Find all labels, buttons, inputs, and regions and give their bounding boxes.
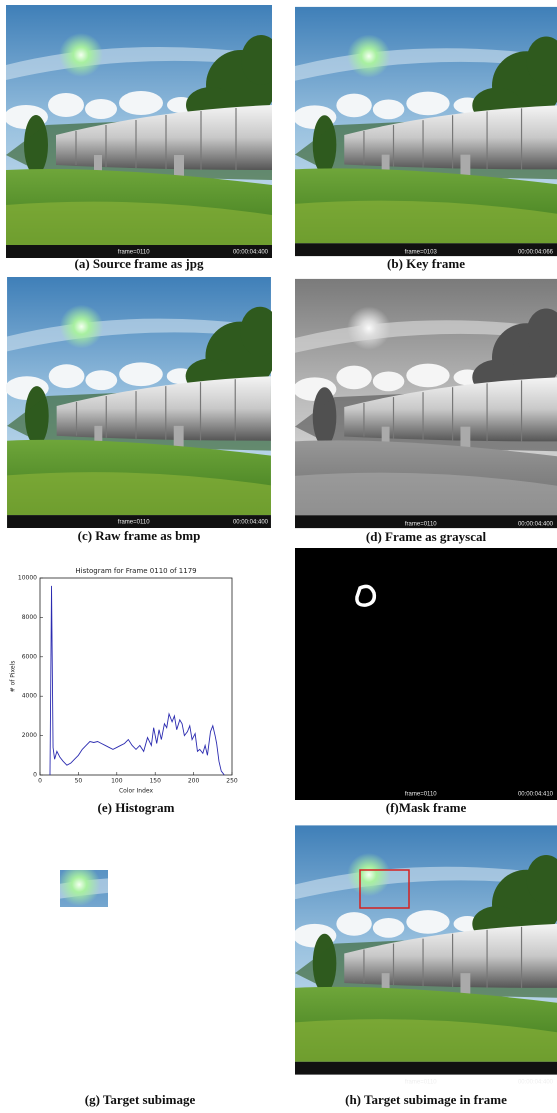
frame-overlay: frame=0110	[118, 250, 150, 256]
frame-image	[4, 5, 281, 258]
chart-title: Histogram for Frame 0110 of 1179	[75, 567, 196, 575]
caption: (h) Target subimage in frame	[345, 1092, 507, 1107]
frame-overlay: frame=0110	[405, 522, 437, 528]
figure: frame=0110 00:00:04:400 (a) Source frame a…	[0, 0, 557, 1113]
y-tick-label: 8000	[22, 614, 37, 621]
target-subimage	[5, 836, 271, 1082]
caption: (g) Target subimage	[85, 1092, 196, 1107]
caption: (d) Frame as grayscal	[366, 529, 487, 544]
frame-overlay: 00:00:04:400	[518, 1080, 554, 1086]
frame-overlay: 00:00:04:410	[518, 792, 554, 798]
x-tick-label: 100	[111, 778, 123, 785]
plot-frame	[40, 578, 232, 775]
x-tick-label: 0	[38, 778, 42, 785]
frame-overlay: 00:00:04:400	[518, 522, 554, 528]
caption: (f)Mask frame	[386, 800, 467, 815]
frame-overlay: 00:00:04:400	[233, 250, 269, 256]
frame-overlay: 00:00:04:066	[518, 250, 554, 256]
x-tick-label: 50	[75, 778, 83, 785]
subimage-content	[5, 836, 271, 1082]
caption: (b) Key frame	[387, 256, 465, 271]
caption: (c) Raw frame as bmp	[78, 528, 201, 543]
mask-image	[295, 548, 557, 800]
x-tick-label: 250	[226, 778, 238, 785]
frame-overlay: frame=0103	[405, 250, 438, 256]
frame-overlay: 00:00:04:400	[233, 520, 269, 526]
y-tick-label: 0	[33, 772, 37, 779]
caption: (a) Source frame as jpg	[74, 256, 204, 271]
y-tick-label: 10000	[18, 575, 37, 582]
y-tick-label: 2000	[22, 732, 37, 739]
frame-overlay: frame=0110	[405, 792, 437, 798]
y-tick-label: 4000	[22, 693, 37, 700]
x-axis-label: Color Index	[119, 788, 154, 795]
caption: (e) Histogram	[98, 800, 175, 815]
frame-overlay: frame=0110	[118, 520, 150, 526]
frame-image	[293, 7, 557, 256]
x-tick-label: 200	[188, 778, 200, 785]
frame-image	[293, 825, 557, 1074]
x-tick-label: 150	[149, 778, 161, 785]
frame-image	[293, 279, 557, 528]
y-axis-label: # of Pixels	[10, 661, 17, 693]
frame-overlay: frame=0110	[405, 1080, 437, 1086]
frame-image	[5, 277, 280, 528]
y-tick-label: 6000	[22, 653, 37, 660]
